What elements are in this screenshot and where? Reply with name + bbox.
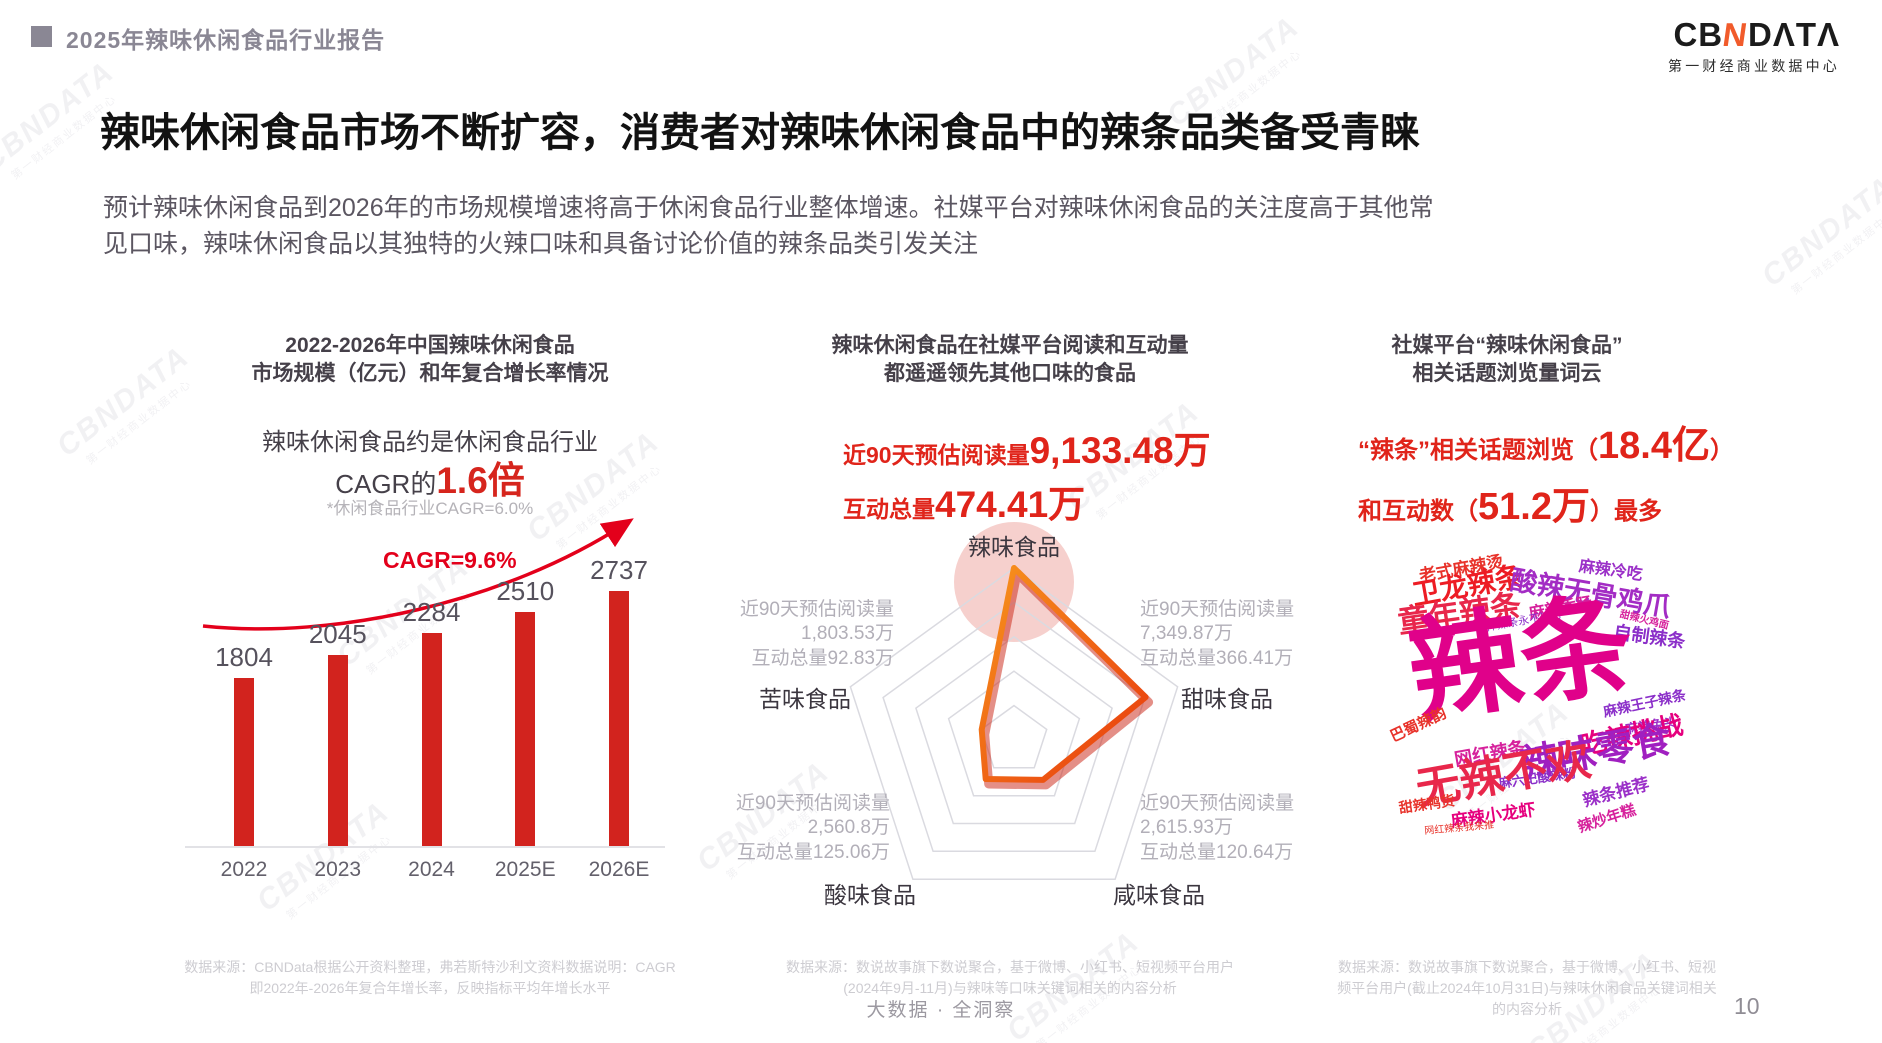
left-highlight-line1: 辣味休闲食品约是休闲食品行业 [262, 429, 598, 456]
cbndata-logo: CBNDΛTΛ 第一财经商业数据中心 [1668, 16, 1840, 76]
bar-value-label: 2284 [402, 597, 461, 627]
radar-grid-ring [849, 567, 1179, 880]
bar-2025E [515, 612, 536, 846]
middle-red-stats: 近90天预估阅读量 9,133.48万 互动总量 474.41万 [843, 420, 1211, 528]
cagr-growth-label: CAGR=9.6% [383, 547, 517, 573]
wordcloud-word: 网红辣条我来推 [1423, 819, 1495, 837]
cbndata-logo-tagline: 第一财经商业数据中心 [1668, 58, 1840, 74]
left-source-note: 数据来源：CBNData根据公开资料整理，弗若斯特沙利文资料数据说明：CAGR即… [184, 959, 676, 996]
middle-chart-title: 辣味休闲食品在社媒平台阅读和互动量 都遥遥领先其他口味的食品 [790, 332, 1230, 389]
bar-category-label: 2025E [494, 858, 556, 881]
interaction-value: 474.41万 [935, 484, 1086, 525]
radar-data-polygon [978, 565, 1149, 783]
bar-value-label: 2510 [496, 576, 555, 606]
left-chart-title-line2: 市场规模（亿元）和年复合增长率情况 [251, 362, 609, 386]
middle-chart-title-line2: 都遥遥领先其他口味的食品 [884, 362, 1136, 386]
radar-label-sweet: 甜味食品 [1181, 686, 1273, 712]
latiao-views-prefix: “辣条”相关话题浏览（ [1358, 437, 1598, 464]
sweet-read-value: 7,349.87万 [1140, 623, 1233, 645]
footer-slogan: 大数据 · 全洞察 [866, 1000, 1016, 1021]
bar-chart: CAGR=9.6% 1804 2022 2045 2023 2284 2024 2510 20… [185, 500, 665, 900]
latiao-interactions-stat: 和互动数（ 51.2万 ）最多 [1358, 475, 1734, 530]
bar-2022 [234, 678, 254, 846]
bar-category-label: 2023 [314, 858, 362, 881]
salty-read-label: 近90天预估阅读量 [1140, 793, 1295, 814]
radar-stats-sweet: 近90天预估阅读量 7,349.87万 互动总量366.41万 [1140, 598, 1360, 671]
bar-value-label: 2737 [590, 555, 648, 585]
sour-read-label: 近90天预估阅读量 [735, 793, 890, 814]
radar-grid-ring [947, 670, 1081, 797]
logo-cb: CB [1673, 16, 1724, 53]
left-highlight-note: *休闲食品行业CAGR=6.0% [326, 499, 534, 518]
cagr-curve-path [202, 518, 634, 631]
cbndata-watermark: CBNDATA 第一财经商业数据中心 [1755, 169, 1882, 298]
radar-stats-sour: 近90天预估阅读量 2,560.8万 互动总量125.06万 [690, 792, 890, 865]
bar-2023 [327, 655, 348, 846]
read-volume-label: 近90天预估阅读量 [843, 442, 1030, 468]
left-highlight-value: 1.6倍 [436, 460, 525, 501]
middle-source-note: 数据来源：数说故事旗下数说聚合，基于微博、小红书、短视频平台用户(2024年9月… [786, 959, 1234, 996]
sour-read-value: 2,560.8万 [807, 817, 890, 839]
latiao-interactions-value: 51.2万 [1478, 486, 1590, 528]
bar-2026E [609, 591, 629, 846]
right-chart-title-line2: 相关话题浏览量词云 [1412, 362, 1602, 386]
bar-category-label: 2026E [588, 858, 650, 881]
right-red-stats: “辣条”相关话题浏览（ 18.4亿 ） 和互动数（ 51.2万 ）最多 [1358, 414, 1734, 530]
radar-stats-salty: 近90天预估阅读量 2,615.93万 互动总量120.64万 [1140, 792, 1360, 865]
latiao-interactions-prefix: 和互动数（ [1358, 498, 1478, 525]
left-highlight-cagr-label: CAGR的 [335, 469, 437, 499]
right-source-note: 数据来源：数说故事旗下数说聚合，基于微博、小红书、短视频平台用户(截止2024年… [1337, 959, 1717, 1017]
bitter-interaction: 互动总量92.83万 [751, 647, 894, 669]
radar-chart [849, 522, 1179, 880]
cbndata-watermark: CBNDATA 第一财经商业数据中心 [50, 339, 196, 468]
bar-value-label: 1804 [215, 642, 273, 672]
header-square-marker [31, 26, 52, 47]
page-number: 10 [1734, 993, 1760, 1019]
sour-interaction: 互动总量125.06万 [736, 841, 890, 863]
page-title: 辣味休闲食品市场不断扩容，消费者对辣味休闲食品中的辣条品类备受青睐 [100, 111, 1420, 155]
sweet-interaction: 互动总量366.41万 [1140, 647, 1294, 669]
latiao-views-value: 18.4亿 [1598, 425, 1710, 467]
left-chart-title-line1: 2022-2026年中国辣味休闲食品 [285, 334, 575, 357]
radar-stats-bitter: 近90天预估阅读量 1,803.53万 互动总量92.83万 [694, 598, 894, 671]
x-axis-line [185, 846, 665, 848]
wordcloud-word: 甜辣鸭货 [1397, 792, 1456, 816]
radar-label-salty: 咸味食品 [1113, 882, 1205, 908]
salty-read-value: 2,615.93万 [1140, 817, 1233, 839]
right-chart-title: 社媒平台“辣味休闲食品” 相关话题浏览量词云 [1307, 332, 1707, 389]
latiao-views-stat: “辣条”相关话题浏览（ 18.4亿 ） [1358, 414, 1734, 469]
latiao-interactions-suffix: ）最多 [1589, 498, 1662, 525]
interaction-stat: 互动总量 474.41万 [843, 474, 1211, 528]
logo-n-orange: N [1720, 16, 1751, 53]
cbndata-logo-wordmark: CBNDΛTΛ [1668, 16, 1840, 53]
interaction-label: 互动总量 [843, 496, 935, 522]
latiao-views-suffix: ） [1709, 437, 1734, 464]
middle-chart-title-line1: 辣味休闲食品在社媒平台阅读和互动量 [831, 334, 1189, 357]
bitter-read-value: 1,803.53万 [801, 623, 894, 645]
bar-category-label: 2024 [408, 858, 455, 881]
bar-2024 [421, 633, 442, 846]
read-volume-value: 9,133.48万 [1029, 430, 1211, 471]
radar-label-bitter: 苦味食品 [759, 686, 851, 712]
read-volume-stat: 近90天预估阅读量 9,133.48万 [843, 420, 1211, 474]
left-chart-title: 2022-2026年中国辣味休闲食品 市场规模（亿元）和年复合增长率情况 [190, 332, 670, 389]
bar-category-label: 2022 [220, 858, 268, 881]
bitter-read-label: 近90天预估阅读量 [739, 599, 894, 620]
bar-value-label: 2045 [308, 619, 367, 649]
radar-grid-ring [915, 635, 1113, 825]
sweet-read-label: 近90天预估阅读量 [1140, 599, 1295, 620]
report-header-title: 2025年辣味休闲食品行业报告 [66, 27, 386, 53]
logo-data: DΛTΛ [1747, 16, 1840, 53]
cagr-curve [202, 518, 634, 631]
right-chart-title-line1: 社媒平台“辣味休闲食品” [1391, 334, 1623, 357]
radar-label-sour: 酸味食品 [824, 882, 916, 908]
page-subtitle: 预计辣味休闲食品到2026年的市场规模增速将高于休闲食品行业整体增速。社媒平台对… [103, 194, 1434, 259]
radar-label-spicy: 辣味食品 [968, 534, 1060, 560]
left-highlight-line2: CAGR的1.6倍 [190, 450, 670, 504]
word-cloud: 老式麻辣烫 卫龙辣条 酸辣无骨鸡爪 麻辣冷吃 童年辣条 麻辣香肠 拌辣条永不过时 甜辣火鸡面自… [1388, 552, 1688, 855]
salty-interaction: 互动总量120.64万 [1140, 841, 1294, 863]
